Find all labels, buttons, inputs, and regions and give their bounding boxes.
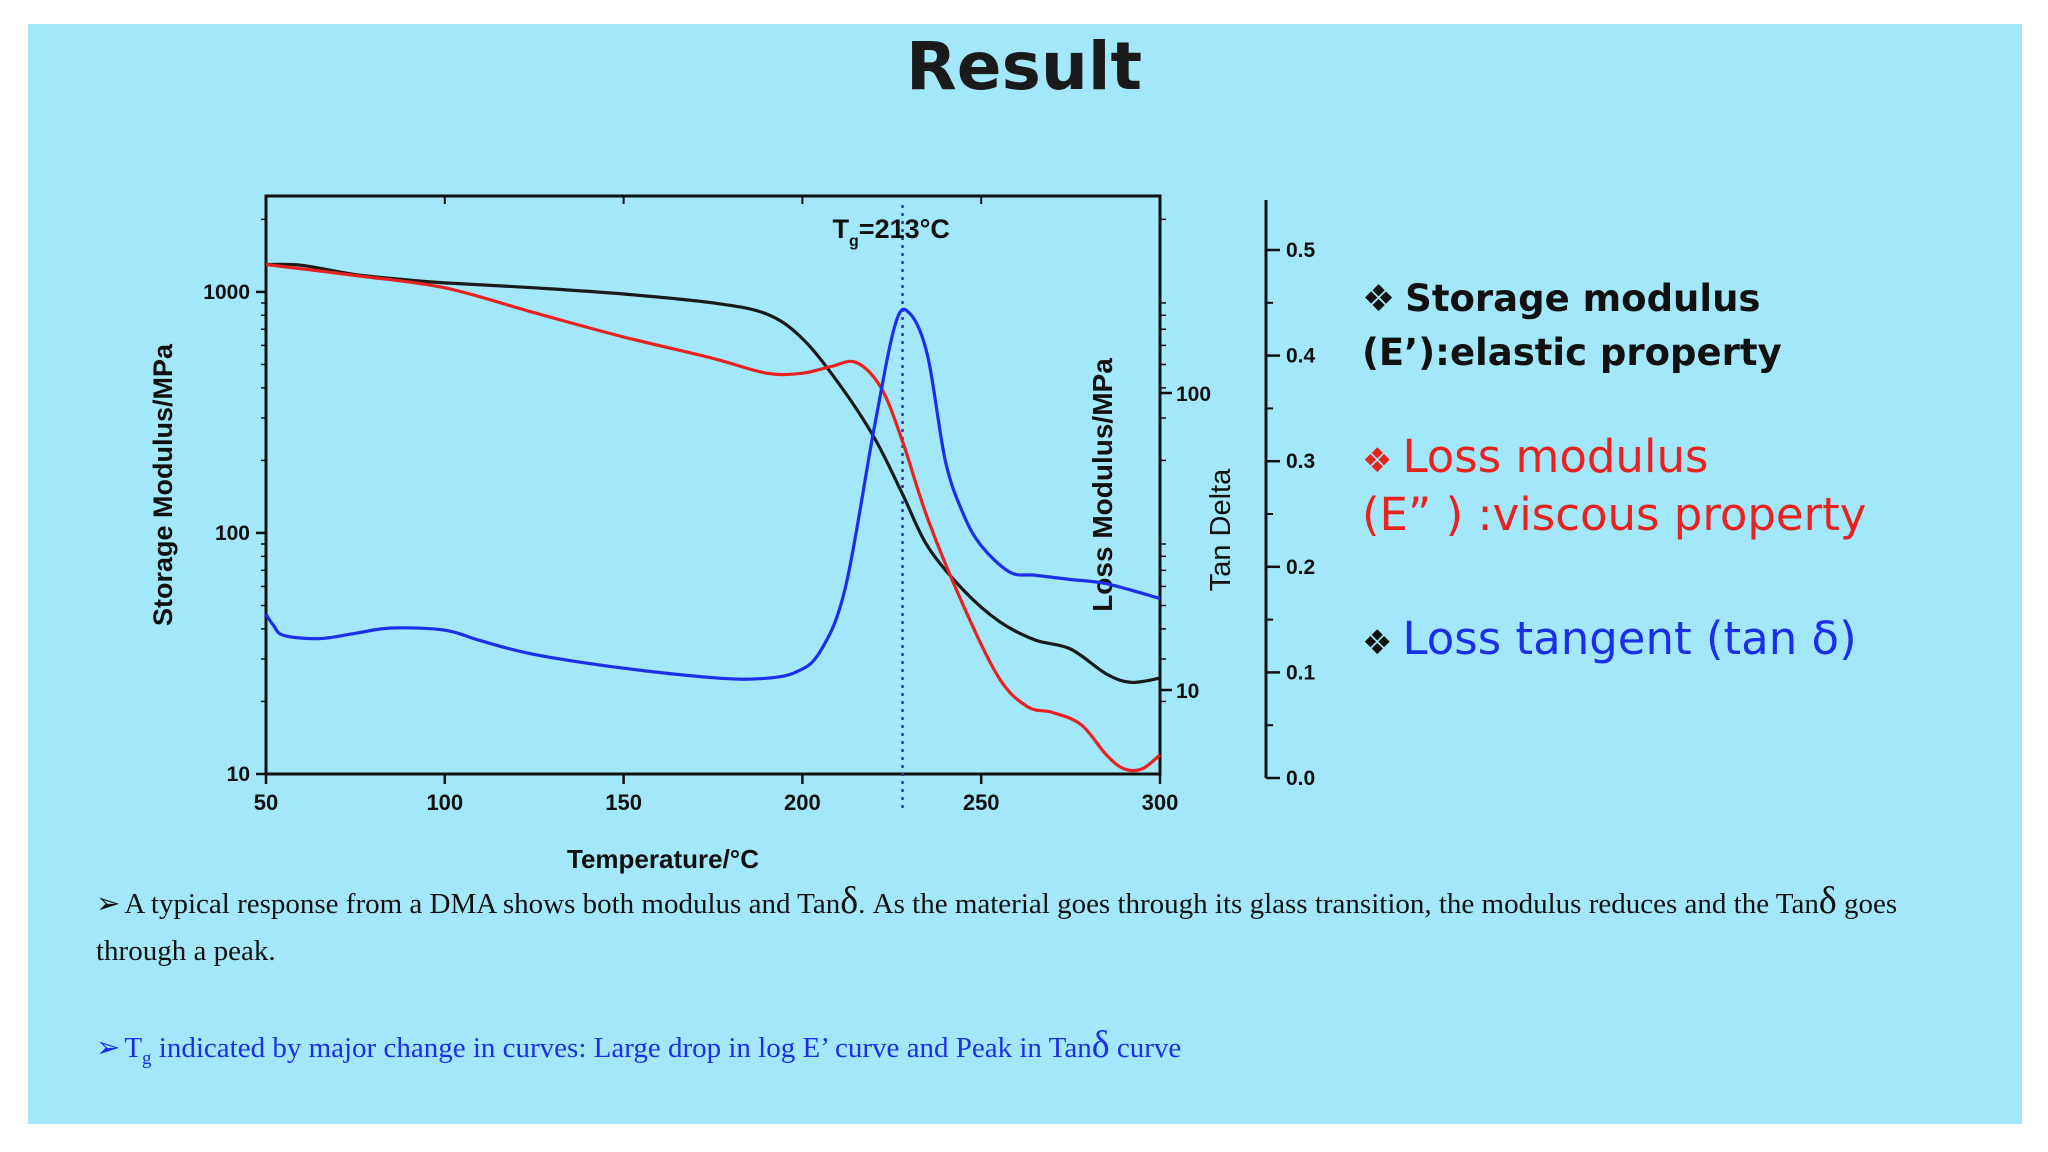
legend-storage-line2: (E’):elastic property [1362,331,1782,374]
note2-text-a: indicated by major change in curves: Lar… [151,1032,1092,1064]
legend-loss-tangent: ❖ Loss tangent (tan δ) [1362,612,1857,670]
tg-annotation: Tg=213°C [833,214,950,250]
note1-text-c: goes through a peak. [96,888,1898,967]
x-axis-label: Temperature/°C [567,844,759,874]
x-tick-label: 50 [254,790,278,815]
y-tan-tick-label: 0.5 [1286,239,1316,262]
legend-tan-text: Loss tangent (tan δ) [1402,612,1857,665]
y-loss-axis-label: Loss Modulus/MPa [1087,358,1118,612]
x-tick-label: 100 [426,790,463,815]
diamond-bullet-icon: ❖ [1362,441,1393,481]
y-left-tick-label: 1000 [203,281,250,304]
legend-loss-line1: Loss modulus [1402,430,1709,483]
note1-text-a: A typical response from a DMA shows both… [124,888,841,920]
series-line-storage [265,262,1161,685]
y-tan-tick-label: 0.2 [1286,556,1315,579]
arrow-bullet-icon: ➢ [96,888,121,920]
series-line-loss [265,262,1162,773]
note1-text-b: . As the material goes through its glass… [858,888,1819,920]
slide-title: Result [905,28,1143,105]
y-tan-axis-label: Tan Delta [1205,468,1237,591]
y-left-axis-label: Storage Modulus/MPa [148,343,178,626]
plot-frame [264,194,1162,776]
x-tick-label: 250 [963,790,1000,815]
note1-delta2: δ [1818,880,1837,922]
y-tan-tick-label: 0.0 [1286,767,1315,790]
legend-loss-line2: (E” ) :viscous property [1362,488,1867,541]
y-tan-tick-label: 0.1 [1286,661,1316,684]
y-tan-tick-label: 0.3 [1286,450,1315,473]
y-left-tick-label: 10 [227,763,250,786]
note2-delta: δ [1091,1024,1110,1066]
arrow-bullet-icon: ➢ [96,1032,121,1064]
x-tick-label: 200 [784,790,821,815]
series-line-tan [264,307,1161,681]
note2-sub-g: g [142,1047,152,1069]
legend-loss-modulus: ❖ Loss modulus (E” ) :viscous property [1362,430,1866,542]
y-left-tick-label: 100 [215,522,250,545]
note2-t: T [124,1032,143,1064]
x-tick-label: 150 [605,790,642,815]
y-loss-tick-label: 100 [1176,383,1211,406]
legend-storage-modulus: ❖ Storage modulus (E’):elastic property [1362,272,1782,380]
y-tan-tick-label: 0.4 [1286,345,1316,368]
legend-storage-line1: Storage modulus [1405,277,1761,320]
note-tg-indication: ➢ Tg indicated by major change in curves:… [96,1022,1906,1082]
diamond-bullet-icon: ❖ [1362,277,1396,320]
note2-text-b: curve [1109,1032,1182,1064]
x-tick-label: 300 [1142,790,1179,815]
note-dma-response: ➢ A typical response from a DMA shows bot… [96,878,1906,975]
note1-delta: δ [840,880,859,922]
diamond-bullet-icon: ❖ [1362,623,1393,663]
y-loss-tick-label: 10 [1176,680,1199,703]
